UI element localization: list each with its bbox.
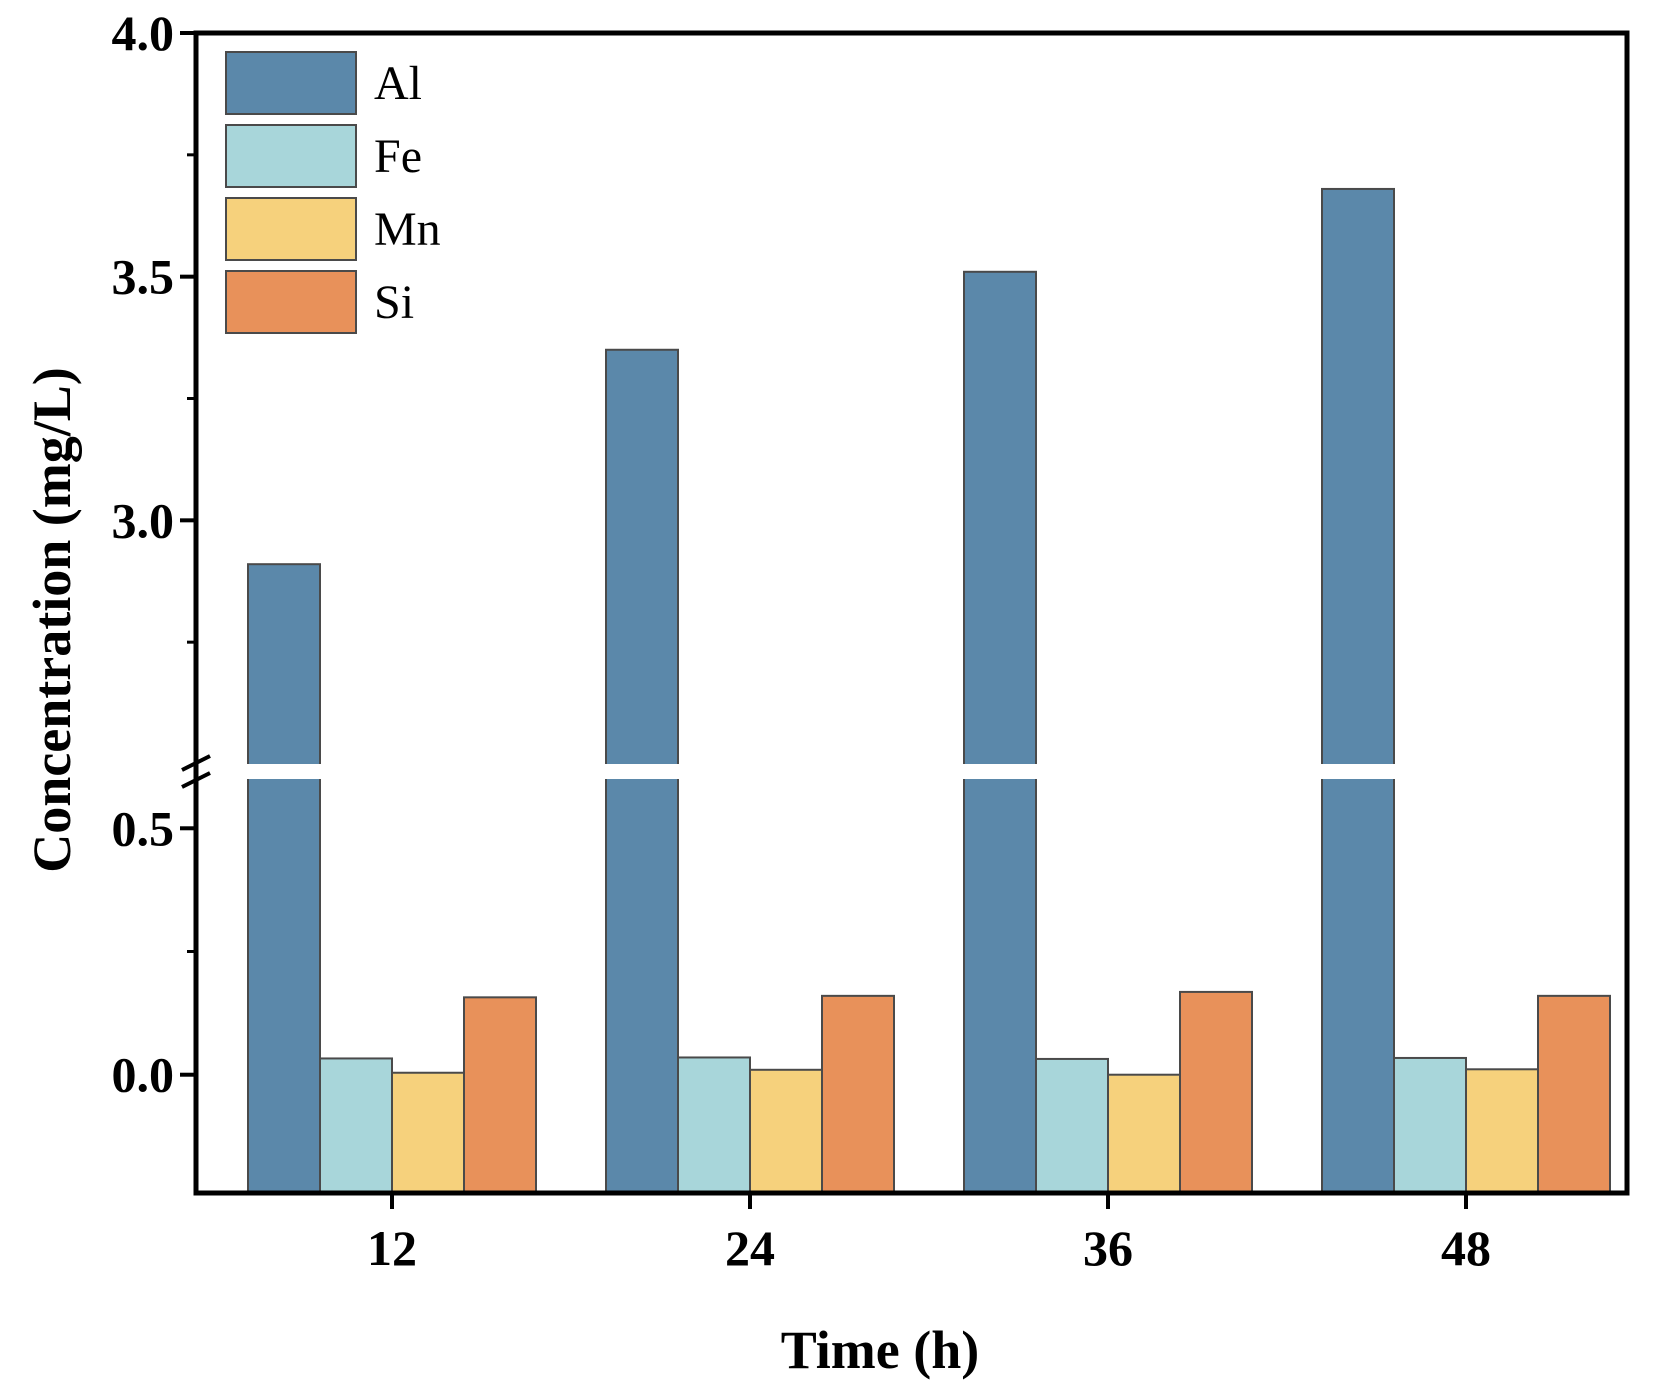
y-tick-label: 4.0 — [112, 5, 175, 61]
legend-swatch-al — [225, 51, 357, 115]
x-axis-title: Time (h) — [781, 1320, 980, 1380]
x-tick-label-48: 48 — [1441, 1220, 1491, 1276]
bar-mn-24 — [749, 1068, 823, 1195]
bar-si-12 — [463, 996, 537, 1194]
bar-fe-48 — [1393, 1056, 1467, 1195]
ticks-layer: 3.0 3.5 4.0 0.0 0.5 12 24 36 48 — [112, 5, 1492, 1276]
bar-si-24 — [821, 994, 895, 1194]
x-tick-label-36: 36 — [1083, 1220, 1133, 1276]
y-tick-label: 0.5 — [112, 800, 175, 856]
y-tick-label: 3.5 — [112, 249, 175, 305]
bars-layer — [247, 187, 1611, 1195]
legend-swatch-fe — [225, 124, 357, 188]
legend-label-al: Al — [374, 57, 422, 110]
legend-label-mn: Mn — [374, 203, 441, 256]
x-tick-label-24: 24 — [725, 1220, 775, 1276]
bar-al-48 — [1321, 187, 1395, 1195]
bar-fe-12 — [319, 1057, 393, 1194]
bar-fe-24 — [677, 1056, 751, 1194]
legend-swatch-mn — [225, 197, 357, 261]
legend-label-fe: Fe — [374, 130, 422, 183]
plot-frame — [193, 30, 1630, 1196]
bar-si-48 — [1537, 994, 1611, 1194]
bar-mn-12 — [391, 1071, 465, 1194]
bar-al-36 — [963, 270, 1037, 1194]
y-tick-label: 0.0 — [112, 1047, 175, 1103]
bar-si-36 — [1179, 990, 1253, 1195]
axis-break-gap — [200, 764, 1623, 779]
y-axis-title: Concentration (mg/L) — [22, 367, 82, 872]
x-tick-label-12: 12 — [367, 1220, 417, 1276]
y-tick-label: 3.0 — [112, 492, 175, 548]
bar-mn-48 — [1465, 1068, 1539, 1194]
legend-swatch-si — [225, 270, 357, 334]
legend: Al Fe Mn Si — [225, 51, 441, 334]
bar-mn-36 — [1107, 1073, 1181, 1194]
legend-label-si: Si — [374, 276, 414, 329]
bar-al-12 — [247, 563, 321, 1194]
bar-fe-36 — [1035, 1057, 1109, 1195]
